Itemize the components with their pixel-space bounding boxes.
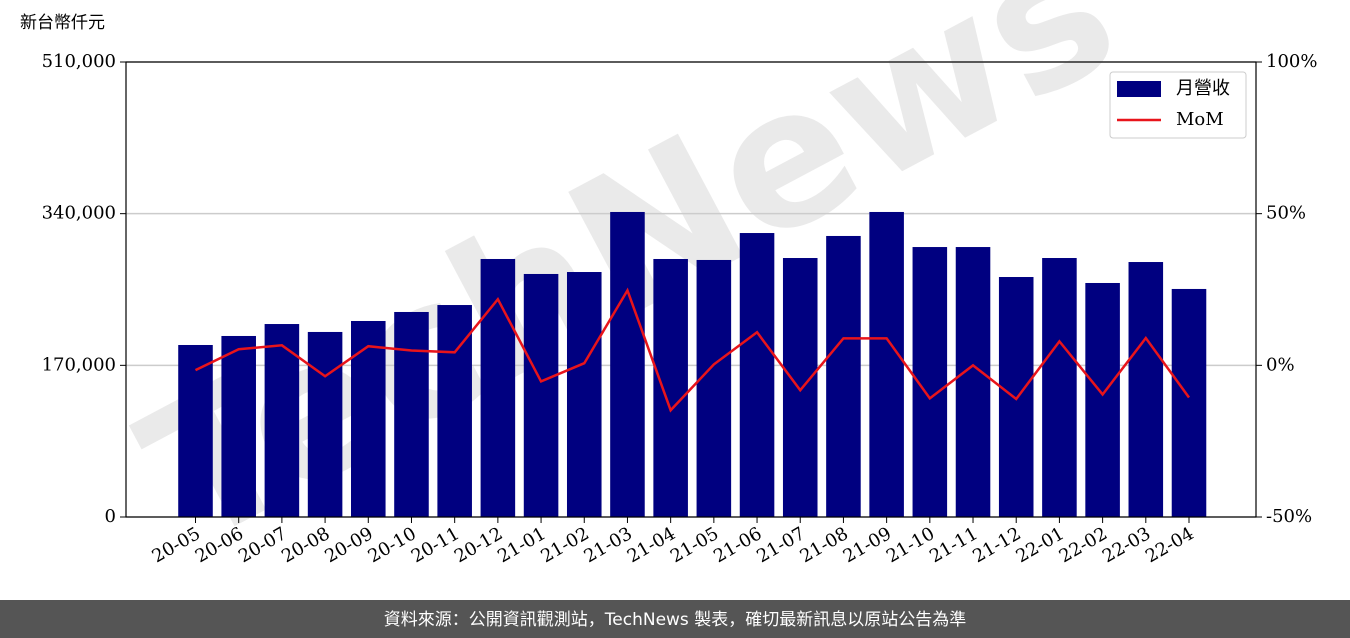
bar (566, 272, 602, 517)
legend-swatch (1117, 81, 1161, 97)
bar (1128, 262, 1164, 517)
bar (1085, 282, 1120, 517)
bar (178, 344, 213, 517)
y-tick-label: 510,000 (42, 51, 116, 72)
bar (869, 211, 904, 518)
x-tick-label: 22-02 (1056, 523, 1111, 567)
x-tick-label: 21-12 (969, 523, 1024, 567)
y2-tick-label: 0% (1266, 354, 1295, 375)
bar (480, 258, 516, 517)
line (194, 287, 1191, 413)
bar (610, 211, 645, 518)
y2-tick-label: 100% (1266, 51, 1317, 72)
x-tick-label: 20-12 (451, 523, 506, 567)
x-tick-label: 21-05 (667, 523, 722, 567)
x-tick-label: 20-05 (149, 523, 204, 567)
y-axis-label: 新台幣仟元 (20, 13, 105, 33)
bar (826, 235, 861, 517)
x-tick-label: 20-11 (408, 523, 463, 567)
bar (955, 247, 991, 518)
bar (739, 233, 775, 517)
x-tick-label: 21-01 (494, 523, 549, 567)
bar (782, 258, 818, 517)
legend-label: 月營收 (1176, 78, 1230, 99)
x-tick-label: 21-04 (624, 523, 679, 567)
x-tick-label: 21-02 (537, 523, 592, 567)
x-tick-label: 22-01 (1012, 523, 1067, 567)
x-tick-label: 21-09 (840, 523, 895, 567)
bar (221, 335, 256, 517)
footer-band (0, 600, 1350, 638)
x-tick-label: 21-03 (581, 523, 636, 567)
x-tick-label: 21-08 (796, 523, 851, 567)
footer: 資料來源：公開資訊觀測站，TechNews 製表，確切最新訊息以原站公告為準 (384, 610, 966, 630)
plot-frame (125, 61, 1257, 518)
bar (523, 273, 559, 517)
y-tick-label: 340,000 (42, 203, 116, 224)
x-tick-label: 22-04 (1142, 523, 1197, 567)
y-tick-label: 0 (105, 506, 116, 527)
x-tick-label: 22-03 (1099, 523, 1154, 567)
legend-label: MoM (1176, 109, 1224, 130)
y2-tick-label: -50% (1266, 506, 1312, 527)
y2-tick-label: 50% (1266, 203, 1306, 224)
bar (1042, 258, 1077, 517)
y-tick-label: 170,000 (42, 354, 116, 375)
legend: 月營收 MoM (1109, 71, 1247, 139)
bar (394, 311, 429, 517)
x-tick-label: 21-11 (926, 523, 981, 567)
x-tick-label: 21-06 (710, 523, 765, 567)
bar (1171, 288, 1207, 517)
bar (653, 258, 688, 517)
x-tick-label: 20-09 (321, 523, 376, 567)
bar (307, 331, 343, 517)
bar (696, 259, 732, 517)
x-tick-label: 20-10 (365, 523, 420, 567)
bar (351, 320, 386, 517)
bar (264, 324, 300, 517)
x-tick-label: 21-10 (883, 523, 938, 567)
bar (437, 305, 472, 517)
x-tick-label: 21-07 (753, 523, 808, 567)
